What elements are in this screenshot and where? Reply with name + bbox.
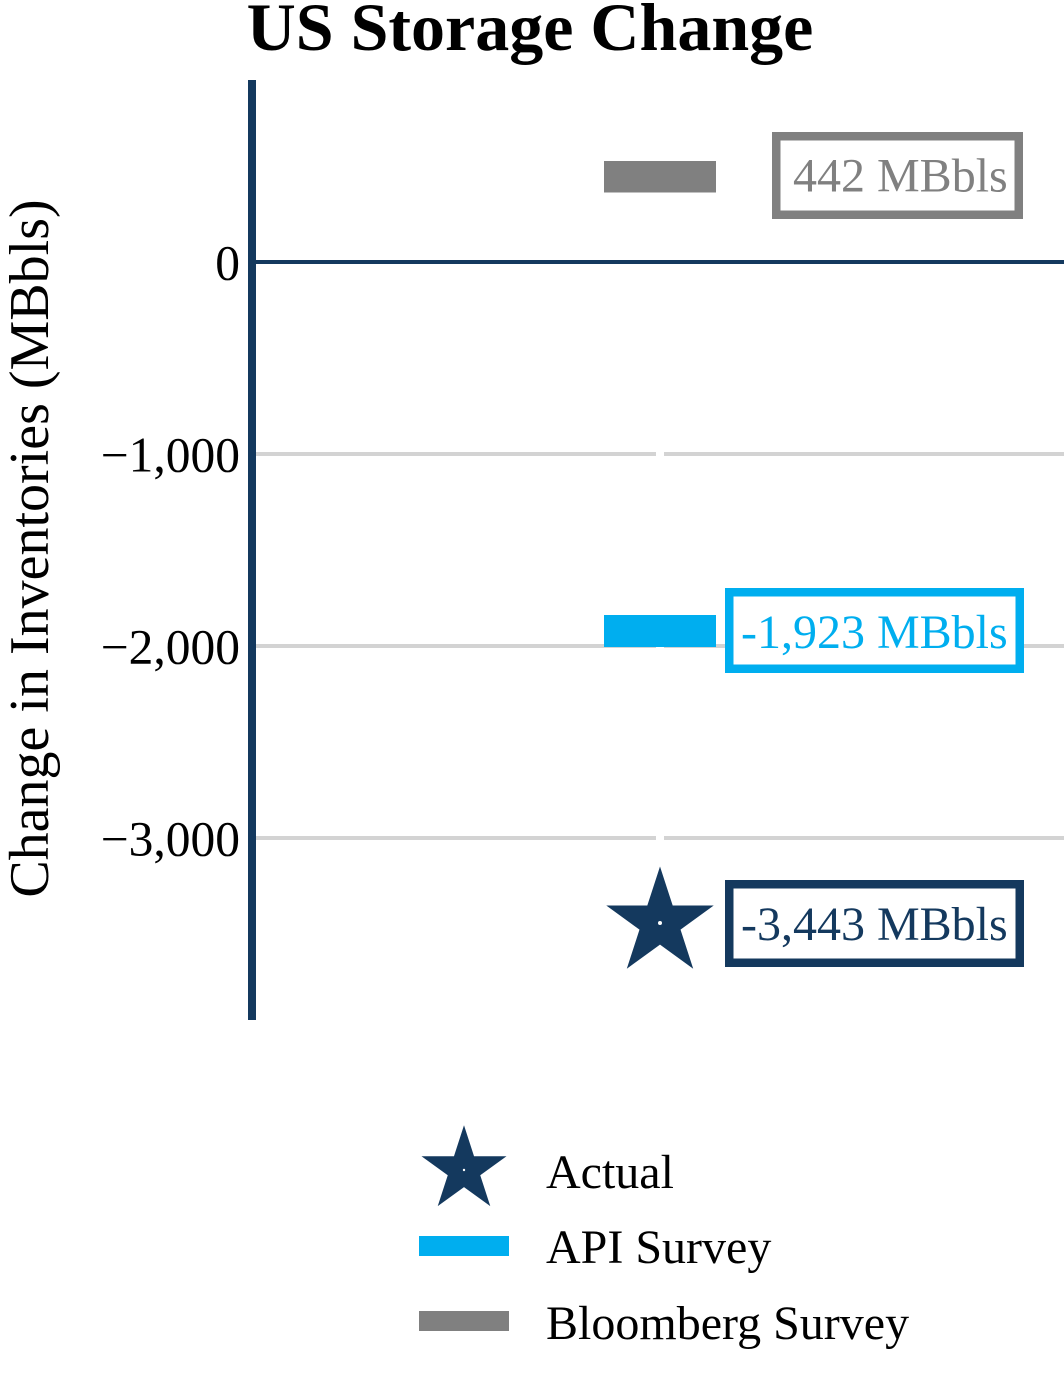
svg-text:-1,923 MBbls: -1,923 MBbls xyxy=(741,606,1008,659)
svg-text:−1,000: −1,000 xyxy=(101,428,240,483)
svg-text:−3,000: −3,000 xyxy=(101,812,240,867)
svg-text:0: 0 xyxy=(215,236,240,291)
svg-text:Actual: Actual xyxy=(546,1146,674,1199)
svg-text:-3,443 MBbls: -3,443 MBbls xyxy=(741,898,1008,951)
svg-text:Change in Inventories (MBbls): Change in Inventories (MBbls) xyxy=(0,199,61,897)
svg-text:Bloomberg Survey: Bloomberg Survey xyxy=(546,1297,909,1350)
svg-text:US Storage Change: US Storage Change xyxy=(247,0,814,65)
svg-text:−2,000: −2,000 xyxy=(101,620,240,675)
svg-text:442 MBbls: 442 MBbls xyxy=(793,150,1008,203)
svg-text:API Survey: API Survey xyxy=(546,1221,771,1274)
